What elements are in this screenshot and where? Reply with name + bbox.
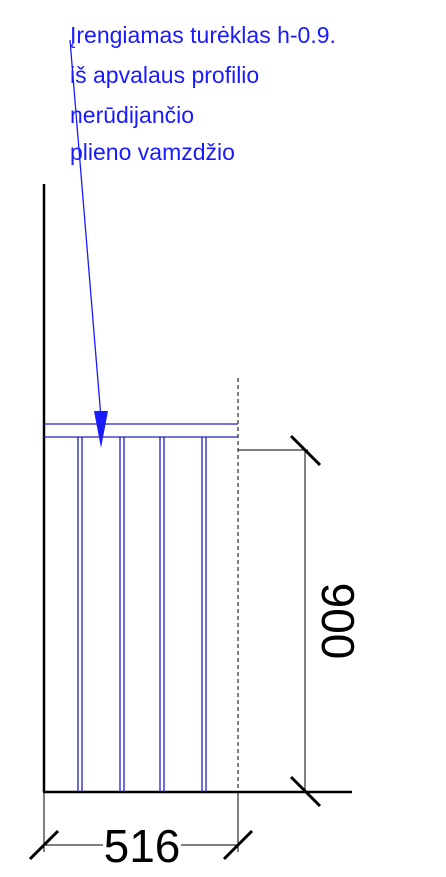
height-dimension xyxy=(238,434,322,808)
balusters xyxy=(77,437,207,792)
annotation-line-2: iš apvalaus profilio xyxy=(70,62,259,88)
height-dimension-label: 900 xyxy=(312,583,364,660)
width-dimension xyxy=(28,792,254,861)
baluster xyxy=(159,437,165,792)
baluster xyxy=(201,437,207,792)
width-tick-right xyxy=(222,829,254,861)
height-tick-bottom xyxy=(289,775,322,808)
annotation-line-4: plieno vamzdžio xyxy=(70,139,235,165)
annotation-line-3: nerūdijančio xyxy=(70,102,194,128)
baluster xyxy=(77,437,83,792)
baluster xyxy=(119,437,125,792)
width-dimension-label: 516 xyxy=(104,820,181,872)
width-tick-left xyxy=(28,829,60,861)
leader-arrow xyxy=(69,39,108,448)
handrail xyxy=(44,423,238,438)
annotation-line-1: Įrengiamas turėklas h-0.9. xyxy=(70,22,336,48)
height-tick-top xyxy=(289,434,322,467)
arrow-head xyxy=(94,411,108,448)
leader-line xyxy=(69,39,102,419)
annotation-note: Įrengiamas turėklas h-0.9. iš apvalaus p… xyxy=(70,22,336,165)
